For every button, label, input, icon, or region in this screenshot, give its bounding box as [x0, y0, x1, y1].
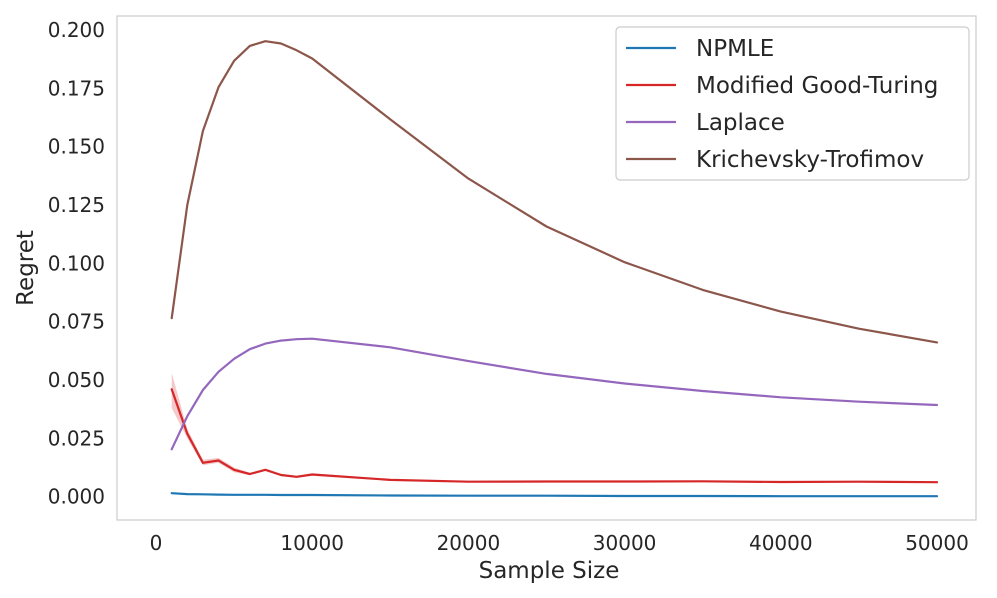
- y-tick-label: 0.175: [48, 76, 105, 100]
- y-tick-label: 0.200: [48, 18, 105, 42]
- series-line-modified-good-turing: [170, 388, 939, 484]
- legend-label-modified-good-turing: Modified Good-Turing: [696, 73, 938, 99]
- series-line-krichevsky-trofimov: [170, 40, 939, 344]
- x-tick-label: 50000: [905, 531, 969, 555]
- y-axis-title: Regret: [13, 230, 39, 306]
- series-line-laplace: [170, 337, 939, 451]
- x-tick-label: 10000: [280, 531, 344, 555]
- y-tick-label: 0.025: [48, 426, 105, 450]
- x-tick-label: 40000: [749, 531, 813, 555]
- legend: NPMLE Modified Good-Turing Laplace Krichevs…: [615, 26, 970, 181]
- y-tick-label: 0.125: [48, 193, 105, 217]
- x-tick-label: 30000: [593, 531, 657, 555]
- y-tick-label: 0.050: [48, 368, 105, 392]
- x-tick-label: 0: [150, 531, 163, 555]
- x-tick-labels: 0 10000 20000 30000 40000 50000: [150, 531, 969, 555]
- y-tick-label: 0.000: [48, 485, 105, 509]
- x-tick-label: 20000: [437, 531, 501, 555]
- series-lines: [170, 40, 939, 498]
- legend-box: [615, 26, 970, 181]
- y-tick-label: 0.150: [48, 135, 105, 159]
- y-tick-labels: 0.000 0.025 0.050 0.075 0.100 0.125 0.150 0.175…: [48, 18, 105, 509]
- y-tick-label: 0.075: [48, 310, 105, 334]
- legend-label-npmle: NPMLE: [696, 36, 774, 62]
- legend-label-laplace: Laplace: [696, 110, 785, 136]
- x-axis-title: Sample Size: [479, 558, 620, 584]
- y-tick-label: 0.100: [48, 251, 105, 275]
- legend-label-krichevsky-trofimov: Krichevsky-Trofimov: [696, 147, 924, 173]
- series-line-npmle: [170, 492, 939, 498]
